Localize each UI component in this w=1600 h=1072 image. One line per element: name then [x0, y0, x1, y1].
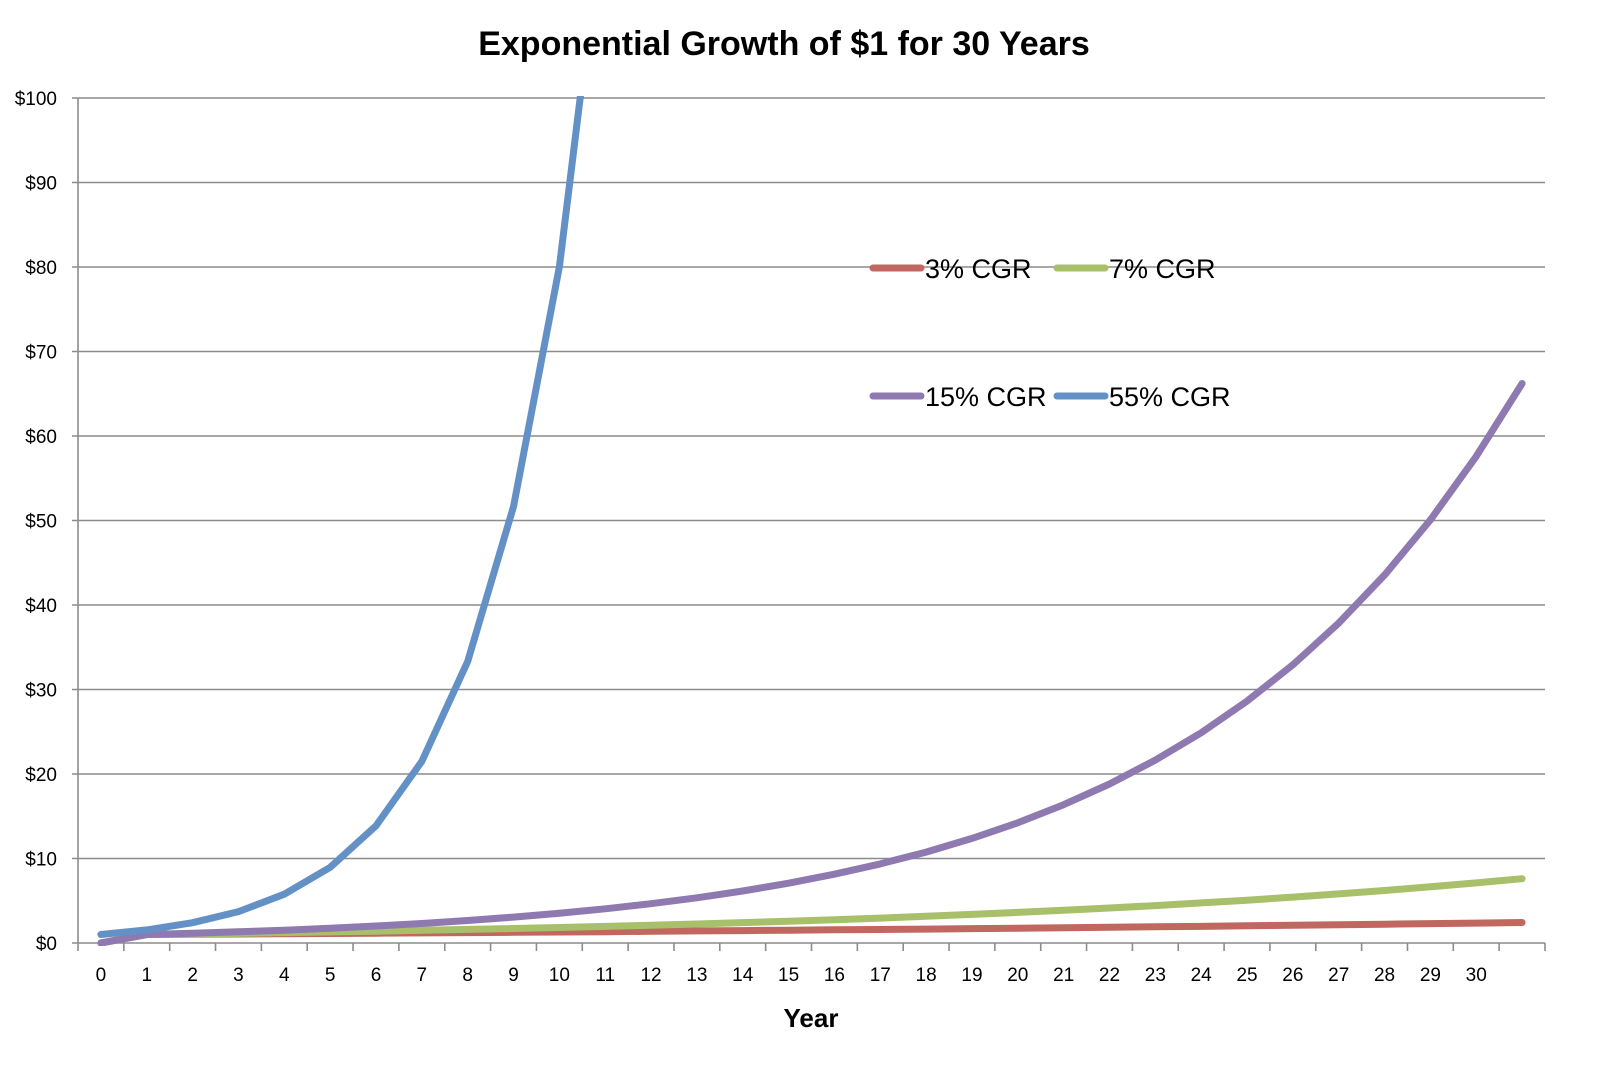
x-tick-label: 25: [1236, 965, 1257, 986]
x-tick-label: 27: [1328, 965, 1349, 986]
x-tick-label: 26: [1282, 965, 1303, 986]
x-tick-label: 3: [233, 965, 244, 986]
x-tick-label: 8: [462, 965, 473, 986]
y-axis-labels: $0 $10 $20 $30 $40 $50 $60 $70 $80 $90 $100: [15, 89, 57, 955]
y-tick-label: $70: [25, 343, 57, 364]
series-line-7-cgr: [97, 875, 1526, 946]
series-lines: [97, 96, 1526, 946]
x-tick-label: 16: [824, 965, 845, 986]
x-tick-label: 23: [1145, 965, 1166, 986]
x-tick-label: 6: [371, 965, 382, 986]
x-tick-label: 21: [1053, 965, 1074, 986]
legend-label: 3% CGR: [925, 254, 1032, 284]
y-tick-label: $40: [25, 596, 57, 617]
x-tick-label: 24: [1191, 965, 1213, 986]
x-tick-label: 30: [1466, 965, 1487, 986]
legend-label: 55% CGR: [1109, 382, 1231, 412]
x-tick-label: 1: [141, 965, 152, 986]
y-tick-label: $30: [25, 681, 57, 702]
y-tick-label: $60: [25, 427, 57, 448]
x-tick-label: 17: [870, 965, 891, 986]
x-tick-label: 22: [1099, 965, 1120, 986]
x-tick-label: 7: [417, 965, 428, 986]
x-tick-label: 9: [508, 965, 519, 986]
y-tick-label: $90: [25, 174, 57, 195]
x-tick-label: 19: [961, 965, 982, 986]
x-tick-label: 0: [96, 965, 107, 986]
y-tick-label: $20: [25, 765, 57, 786]
x-tick-label: 15: [778, 965, 799, 986]
x-tick-label: 12: [640, 965, 661, 986]
y-tick-label: $0: [36, 934, 57, 955]
x-axis-label: Year: [784, 1003, 839, 1033]
legend-label: 15% CGR: [925, 382, 1047, 412]
y-tick-label: $80: [25, 258, 57, 279]
legend-label: 7% CGR: [1109, 254, 1216, 284]
series-line-15-cgr: [97, 380, 1526, 946]
gridlines: [72, 97, 1545, 944]
x-tick-label: 11: [595, 965, 615, 986]
y-tick-label: $50: [25, 512, 57, 533]
x-tick-label: 28: [1374, 965, 1395, 986]
x-tick-label: 4: [279, 965, 290, 986]
series-line-55-cgr: [97, 96, 584, 938]
x-tick-label: 5: [325, 965, 336, 986]
x-tick-label: 2: [187, 965, 198, 986]
x-tick-label: 14: [732, 965, 754, 986]
x-tick-label: 20: [1007, 965, 1028, 986]
legend: 3% CGR 7% CGR 15% CGR 55% CGR: [869, 254, 1231, 412]
x-tick-label: 18: [916, 965, 937, 986]
x-tick-label: 29: [1420, 965, 1441, 986]
x-axis: 0 1 2 3 4 5 6 7 8 9 10 11 12 13 14 15 16 17 18 19 20 21 22 23 24…: [77, 98, 1546, 986]
y-tick-label: $10: [25, 850, 57, 871]
y-tick-label: $100: [15, 89, 57, 110]
x-tick-label: 10: [549, 965, 570, 986]
chart-title: Exponential Growth of $1 for 30 Years: [478, 25, 1090, 63]
x-tick-label: 13: [686, 965, 707, 986]
